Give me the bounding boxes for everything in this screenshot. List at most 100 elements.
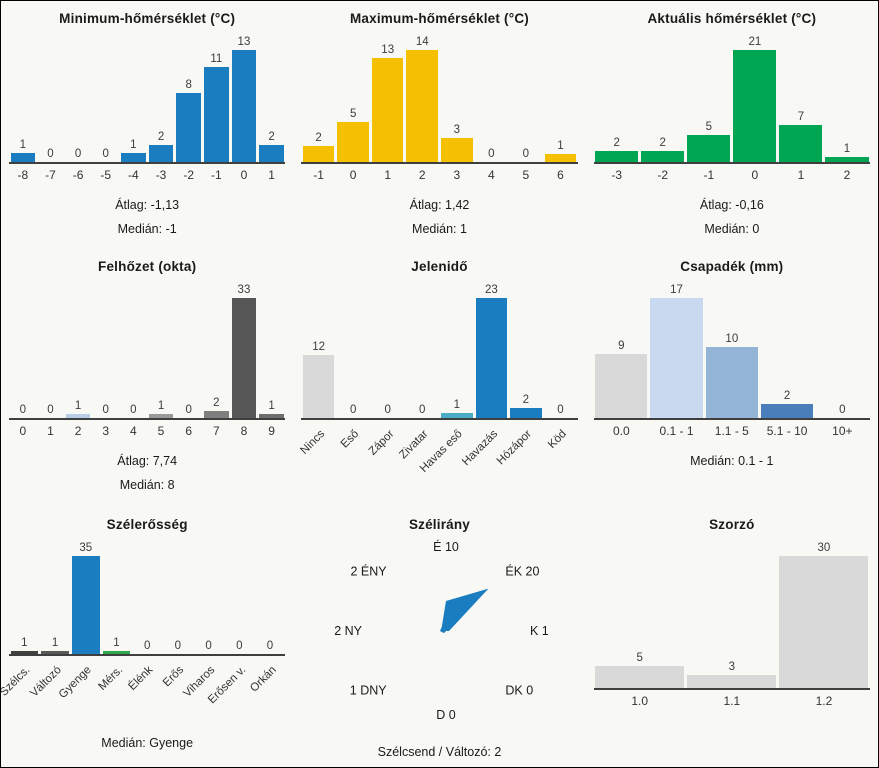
bar-slot: 1 <box>9 139 37 162</box>
x-tick-label: Szélcs. <box>1 664 33 699</box>
x-tick: -3 <box>594 164 640 182</box>
chart-x-axis: -3 -2 -1 0 1 2 <box>594 164 870 182</box>
bar-slot: 5 <box>594 652 686 688</box>
bar-slot: 1 <box>258 400 286 418</box>
bar <box>687 675 777 688</box>
bar-value-label: 1 <box>19 139 27 151</box>
bar <box>337 122 369 162</box>
x-tick: 2 <box>824 164 870 182</box>
chart-stat: Medián: -1 <box>117 222 177 236</box>
chart-cloud-cover: Felhőzet (okta) 0 0 1 0 0 1 0 2 33 1 0 1 2 3 4 5 6 7 8 9 Á… <box>1 249 293 507</box>
x-tick-label: Eső <box>339 428 362 451</box>
x-tick: 3 <box>440 164 475 182</box>
x-tick-label: -2 <box>657 168 669 182</box>
bar-slot: 0 <box>64 148 92 162</box>
bar <box>733 50 777 162</box>
bar <box>148 414 174 418</box>
x-tick: -1 <box>686 164 732 182</box>
bar-value-label: 2 <box>783 390 791 402</box>
bar-value-label: 2 <box>522 394 530 406</box>
bar-value-label: 13 <box>381 44 395 56</box>
bar-slot: 0 <box>509 148 544 162</box>
x-tick: -1 <box>202 164 230 182</box>
bar-value-label: 0 <box>839 404 846 416</box>
x-tick: Élénk <box>127 656 163 720</box>
chart-plot: 9 17 10 2 0 <box>593 280 870 420</box>
x-tick: -7 <box>37 164 65 182</box>
wind-rose: É 10 ÉK 20 K 1 DK 0 D 0 1 DNY 2 NY 2 ÉNY <box>301 532 577 729</box>
bar <box>121 153 146 162</box>
x-tick: 4 <box>120 420 148 438</box>
x-tick: Köd <box>543 420 578 484</box>
chart-plot: 5 3 30 <box>593 538 870 690</box>
bar-slot: 8 <box>175 79 203 162</box>
bar <box>406 50 439 162</box>
bar <box>231 298 257 418</box>
bar <box>10 153 36 162</box>
x-tick: 1 <box>778 164 824 182</box>
chart-stat: Átlag: -1,13 <box>115 198 180 212</box>
bar <box>203 411 229 418</box>
x-tick-label: -1 <box>703 168 715 182</box>
bar-value-label: 0 <box>19 404 27 416</box>
bar-value-label: 0 <box>236 640 243 652</box>
x-tick-label: 1.1 - 5 <box>714 424 749 438</box>
bar-slot: 3 <box>440 124 475 162</box>
x-tick-label: 5.1 - 10 <box>766 424 808 438</box>
bar-slot: 33 <box>230 284 258 418</box>
bar <box>41 651 69 654</box>
bar-slot: 0 <box>405 404 440 418</box>
x-tick: 6 <box>543 164 578 182</box>
chart-stat: Átlag: 7,74 <box>117 454 178 468</box>
x-tick: 10+ <box>815 420 870 438</box>
bar-value-label: 2 <box>613 137 620 149</box>
chart-title: Szélerősség <box>106 517 188 532</box>
x-tick: 1 <box>258 164 286 182</box>
chart-stat: Medián: 1 <box>412 222 467 236</box>
bar-value-label: 11 <box>210 53 223 65</box>
bar-value-label: 1 <box>843 143 851 155</box>
bar-value-label: 2 <box>315 132 322 144</box>
x-tick-label: 2 <box>843 168 851 182</box>
bar <box>760 404 814 418</box>
x-tick-label: 7 <box>212 424 220 438</box>
bar-slot: 1 <box>824 143 870 162</box>
bar-slot: 2 <box>147 131 175 162</box>
x-tick: Hózápor <box>495 420 544 484</box>
x-tick: -4 <box>120 164 148 182</box>
x-tick-label: 1.1 <box>723 694 741 708</box>
chart-x-axis: -8 -7 -6 -5 -4 -3 -2 -1 0 1 <box>9 164 285 182</box>
bar-value-label: 14 <box>415 36 429 48</box>
chart-title: Maximum-hőmérséklet (°C) <box>349 11 529 26</box>
x-tick: -2 <box>640 164 686 182</box>
x-tick-label: 0 <box>240 168 248 182</box>
chart-footer: Átlag: -1,13 Medián: -1 <box>9 190 285 238</box>
chart-precipitation: Csapadék (mm) 9 17 10 2 0 0.0 0.1 - 1 1.1 - 5 5… <box>586 249 878 507</box>
bar-value-label: 0 <box>47 404 54 416</box>
bar-value-label: 1 <box>130 139 137 151</box>
x-tick-label: 5 <box>522 168 530 182</box>
x-tick: 0.1 - 1 <box>649 420 704 438</box>
x-tick: 1.1 <box>686 690 778 708</box>
bar <box>259 145 284 162</box>
chart-stat: Medián: 0 <box>704 222 760 236</box>
chart-stat: Medián: Gyenge <box>101 736 194 750</box>
chart-minimum-temperature: Minimum-hőmérséklet (°C) 1 0 0 0 1 2 8 11 13 2 -8… <box>1 1 293 249</box>
bar-slot: 0 <box>9 404 37 418</box>
bar-slot: 0 <box>163 640 194 654</box>
x-tick-label: 3 <box>453 168 461 182</box>
chart-plot: 12 0 0 0 1 23 2 0 <box>301 280 578 420</box>
bar <box>650 298 703 418</box>
chart-current-temperature: Aktuális hőmérséklet (°C) 2 2 5 21 7 1 -3 -2 -1… <box>586 1 878 249</box>
bar-slot: 2 <box>202 397 230 418</box>
bar-slot: 7 <box>778 111 824 162</box>
bar-slot: 3 <box>686 661 778 688</box>
bar-slot: 5 <box>686 121 732 162</box>
bar-slot: 17 <box>649 284 704 418</box>
bar-value-label: 23 <box>484 284 498 296</box>
bar-slot: 30 <box>778 542 870 688</box>
bar-value-label: 1 <box>21 637 28 649</box>
chart-title: Felhőzet (okta) <box>98 259 197 274</box>
bar <box>544 154 577 162</box>
x-tick: 5 <box>147 420 175 438</box>
